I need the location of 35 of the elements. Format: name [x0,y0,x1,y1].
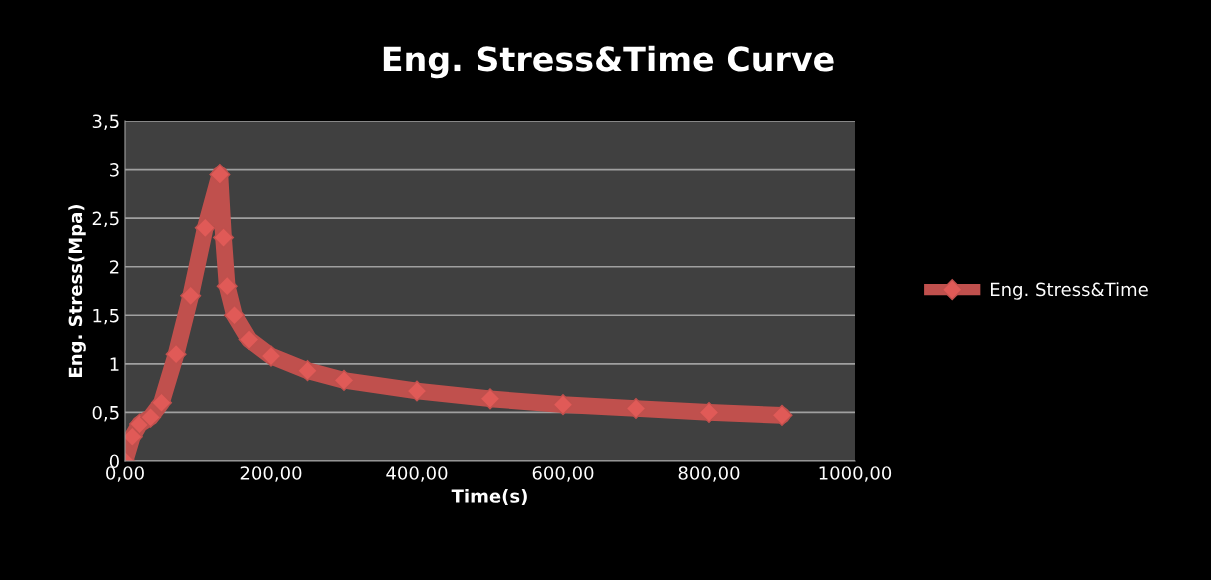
point [771,404,793,426]
point [180,285,202,307]
x-tick-label: 1000,00 [819,466,892,482]
point [223,304,246,326]
point [479,388,501,410]
point [698,401,720,423]
point [213,227,235,249]
point [552,394,574,416]
point [260,345,282,367]
point [140,406,162,428]
x-tick-label: 200,00 [240,466,302,482]
y-tick-label: 1,5 [93,308,119,325]
point [238,329,260,351]
y-tick-label: 2 [109,260,119,274]
y-tick-label: 2,5 [92,211,119,228]
y-tick-label: 3 [110,163,119,177]
point [296,360,319,382]
point [333,369,355,391]
point [216,275,238,297]
x-tick-label: 400,00 [386,466,448,482]
point [406,380,428,402]
x-axis-title: Time(s) [451,488,527,505]
x-tick-label: 600,00 [532,466,594,482]
point [209,163,231,185]
point [625,398,647,420]
y-tick-label: 1 [110,357,119,371]
y-tick-label: 3,5 [92,114,119,130]
y-tick-label: 0,5 [92,405,119,422]
x-tick-label: 800,00 [678,466,740,482]
legend-label: Eng. Stress&Time [991,282,1148,300]
point [165,343,187,365]
point [194,217,216,239]
point [150,392,173,414]
chart-title: Eng. Stress&Time Curve [383,45,834,79]
y-axis-title: Eng. Stress(Mpa) [68,204,86,377]
